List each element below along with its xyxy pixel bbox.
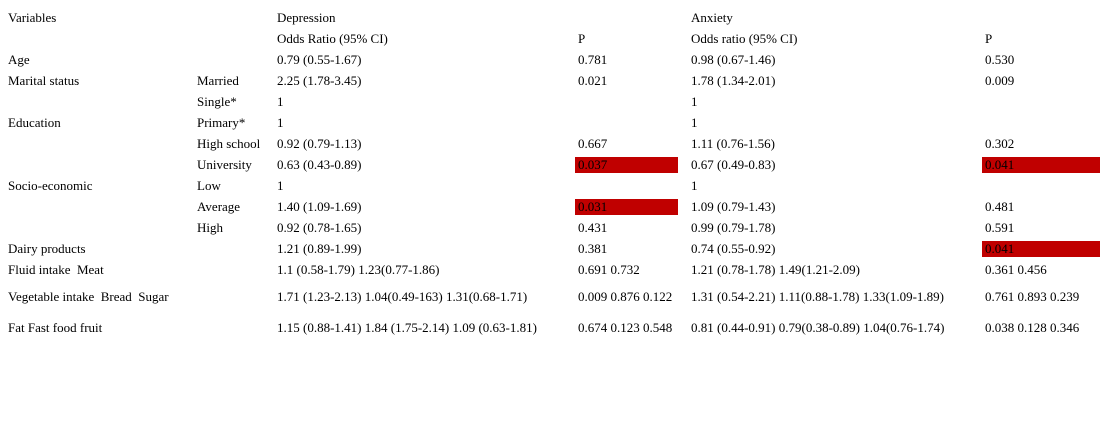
table-row: Age 0.79 (0.55-1.67) 0.781 0.98 (0.67-1.… [0, 52, 1103, 69]
subcategory-cell: Average [197, 199, 241, 214]
header-anxiety-group: Anxiety [691, 10, 733, 25]
anxiety-or-cell: 1 [691, 178, 698, 193]
anxiety-p-cell: 0.302 [985, 136, 1015, 151]
header-variables: Variables [8, 10, 57, 25]
depression-p-cell: 0.781 [578, 52, 608, 67]
depression-p-cell: 0.021 [578, 73, 608, 88]
subcategory-cell: Primary* [197, 115, 246, 130]
table-header-row-groups: Variables Depression Anxiety [0, 10, 1103, 27]
variable-cell: Education [8, 115, 61, 130]
anxiety-p-cell: 0.038 0.128 0.346 [985, 320, 1080, 335]
anxiety-or-cell: 0.67 (0.49-0.83) [691, 157, 776, 172]
depression-p-cell: 0.431 [578, 220, 608, 235]
depression-or-cell: 1.71 (1.23-2.13) 1.04(0.49-163) 1.31(0.6… [277, 289, 528, 304]
subcategory-cell: University [197, 157, 252, 172]
table-row: Socio-economic Low 1 1 [0, 178, 1103, 195]
variable-cell: Marital status [8, 73, 80, 88]
depression-p-cell [575, 94, 678, 110]
anxiety-or-cell: 0.99 (0.79-1.78) [691, 220, 776, 235]
anxiety-p-cell [982, 178, 1100, 194]
anxiety-p-cell [982, 115, 1100, 131]
table-row: Vegetable intake Bread Sugar 1.71 (1.23-… [0, 289, 1103, 306]
depression-or-cell: 1.40 (1.09-1.69) [277, 199, 362, 214]
table-row: High school 0.92 (0.79-1.13) 0.667 1.11 … [0, 136, 1103, 153]
anxiety-p-cell: 0.009 [985, 73, 1015, 88]
depression-or-cell: 0.92 (0.78-1.65) [277, 220, 362, 235]
depression-or-cell: 1.1 (0.58-1.79) 1.23(0.77-1.86) [277, 262, 440, 277]
depression-p-cell: 0.031 [575, 199, 678, 215]
anxiety-or-cell: 0.98 (0.67-1.46) [691, 52, 776, 67]
subcategory-cell: Low [197, 178, 221, 193]
variable-cell: Fat Fast food fruit [8, 320, 103, 335]
anxiety-p-cell: 0.041 [982, 157, 1100, 173]
table-row: University 0.63 (0.43-0.89) 0.037 0.67 (… [0, 157, 1103, 174]
anxiety-p-cell: 0.591 [985, 220, 1015, 235]
header-anxiety-p: P [985, 31, 993, 46]
table-row: Fat Fast food fruit 1.15 (0.88-1.41) 1.8… [0, 320, 1103, 337]
subcategory-cell: High [197, 220, 223, 235]
depression-p-cell: 0.667 [578, 136, 608, 151]
table-row: High 0.92 (0.78-1.65) 0.431 0.99 (0.79-1… [0, 220, 1103, 237]
variable-cell: Age [8, 52, 30, 67]
depression-or-cell: 0.92 (0.79-1.13) [277, 136, 362, 151]
anxiety-or-cell: 0.74 (0.55-0.92) [691, 241, 776, 256]
anxiety-or-cell: 1 [691, 94, 698, 109]
variable-cell: Dairy products [8, 241, 86, 256]
depression-or-cell: 1.15 (0.88-1.41) 1.84 (1.75-2.14) 1.09 (… [277, 320, 537, 335]
anxiety-or-cell: 1.31 (0.54-2.21) 1.11(0.88-1.78) 1.33(1.… [691, 289, 944, 304]
subcategory-cell: Single* [197, 94, 237, 109]
depression-p-cell [575, 115, 678, 131]
depression-p-cell: 0.009 0.876 0.122 [578, 289, 673, 304]
table-row: Average 1.40 (1.09-1.69) 0.031 1.09 (0.7… [0, 199, 1103, 216]
anxiety-p-cell: 0.530 [985, 52, 1015, 67]
depression-or-cell: 1 [277, 178, 284, 193]
depression-or-cell: 1 [277, 94, 284, 109]
depression-or-cell: 1 [277, 115, 284, 130]
depression-or-cell: 2.25 (1.78-3.45) [277, 73, 362, 88]
table-row: Education Primary* 1 1 [0, 115, 1103, 132]
anxiety-or-cell: 1.11 (0.76-1.56) [691, 136, 776, 151]
depression-p-cell: 0.674 0.123 0.548 [578, 320, 673, 335]
table-row: Single* 1 1 [0, 94, 1103, 111]
header-anxiety-or: Odds ratio (95% CI) [691, 31, 798, 46]
anxiety-p-cell [982, 94, 1100, 110]
depression-or-cell: 1.21 (0.89-1.99) [277, 241, 362, 256]
anxiety-or-cell: 1.09 (0.79-1.43) [691, 199, 776, 214]
table-row: Marital status Married 2.25 (1.78-3.45) … [0, 73, 1103, 90]
anxiety-or-cell: 1.78 (1.34-2.01) [691, 73, 776, 88]
anxiety-or-cell: 1 [691, 115, 698, 130]
variable-cell: Fluid intake Meat [8, 262, 104, 277]
table-row: Fluid intake Meat 1.1 (0.58-1.79) 1.23(0… [0, 262, 1103, 279]
anxiety-p-cell: 0.481 [985, 199, 1015, 214]
depression-p-cell: 0.691 0.732 [578, 262, 640, 277]
subcategory-cell: Married [197, 73, 239, 88]
variable-cell: Socio-economic [8, 178, 93, 193]
table-header-row-columns: Odds Ratio (95% CI) P Odds ratio (95% CI… [0, 31, 1103, 48]
variable-cell: Vegetable intake Bread Sugar [8, 289, 169, 304]
anxiety-p-cell: 0.361 0.456 [985, 262, 1047, 277]
header-depression-or: Odds Ratio (95% CI) [277, 31, 388, 46]
depression-or-cell: 0.63 (0.43-0.89) [277, 157, 362, 172]
subcategory-cell: High school [197, 136, 261, 151]
depression-p-cell [575, 178, 678, 194]
header-depression-group: Depression [277, 10, 336, 25]
table-row: Dairy products 1.21 (0.89-1.99) 0.381 0.… [0, 241, 1103, 258]
header-depression-p: P [578, 31, 586, 46]
depression-p-cell: 0.381 [578, 241, 608, 256]
anxiety-or-cell: 0.81 (0.44-0.91) 0.79(0.38-0.89) 1.04(0.… [691, 320, 945, 335]
depression-p-cell: 0.037 [575, 157, 678, 173]
anxiety-p-cell: 0.761 0.893 0.239 [985, 289, 1080, 304]
depression-or-cell: 0.79 (0.55-1.67) [277, 52, 362, 67]
anxiety-p-cell: 0.041 [982, 241, 1100, 257]
anxiety-or-cell: 1.21 (0.78-1.78) 1.49(1.21-2.09) [691, 262, 860, 277]
